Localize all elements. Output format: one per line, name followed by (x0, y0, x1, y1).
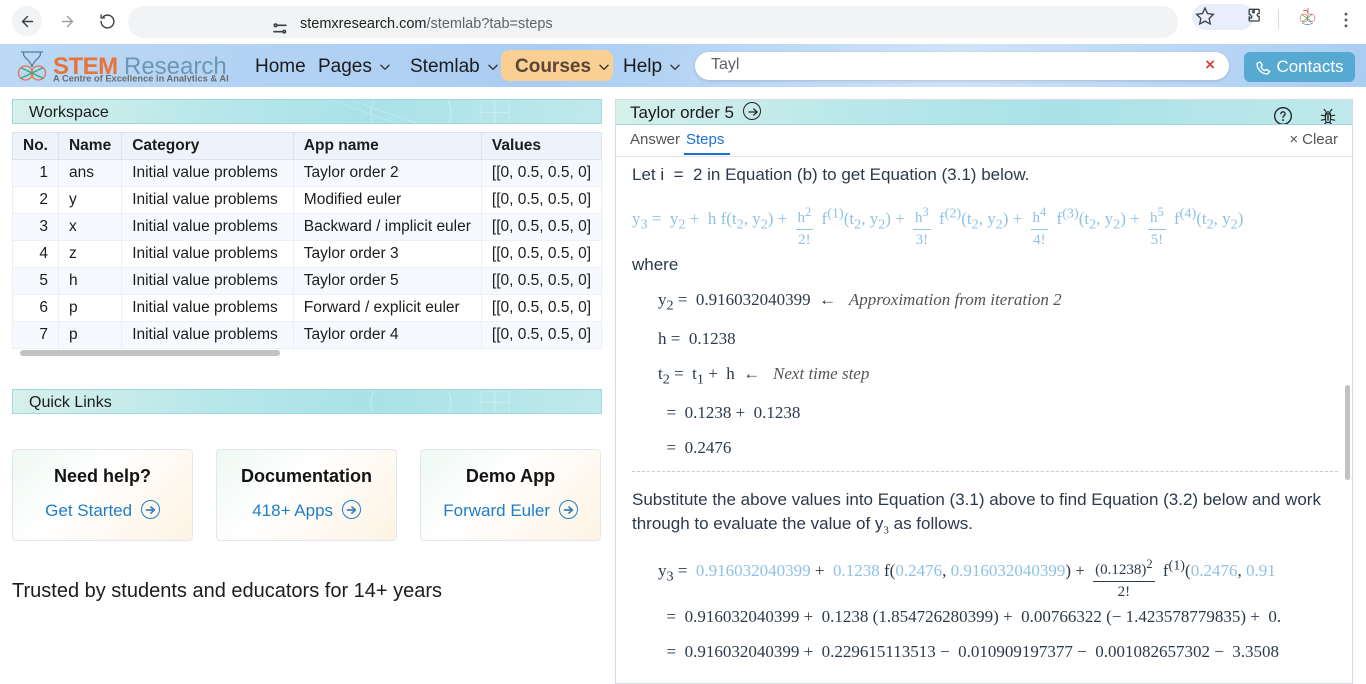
svg-text:A Centre of Excellence in Anal: A Centre of Excellence in Analytics & AI (53, 74, 229, 83)
